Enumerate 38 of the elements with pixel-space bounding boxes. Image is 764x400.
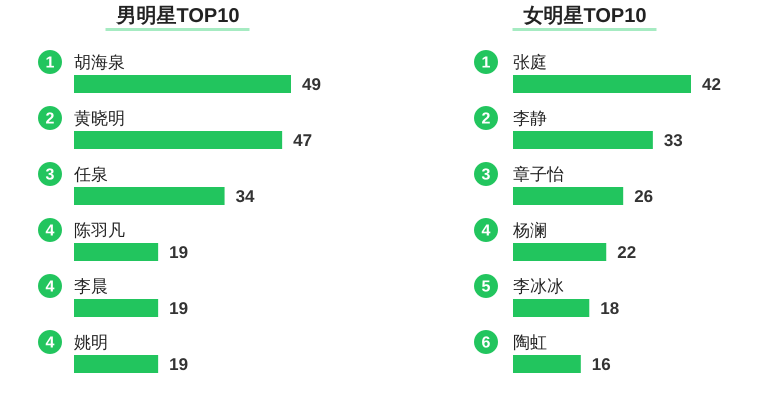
data-label: 22 <box>617 243 636 262</box>
category-label: 陈羽凡 <box>74 221 125 240</box>
data-label: 19 <box>169 299 188 318</box>
category-label: 李晨 <box>74 277 108 296</box>
data-label: 47 <box>293 131 312 150</box>
rank-label: 3 <box>46 166 54 184</box>
category-label: 杨澜 <box>513 221 547 240</box>
data-label: 18 <box>600 299 620 318</box>
category-label: 任泉 <box>74 165 108 184</box>
rank-label: 3 <box>482 166 490 184</box>
title: 女明星TOP10 <box>524 5 646 27</box>
rank-label: 4 <box>482 222 490 240</box>
rank-label: 6 <box>482 334 490 352</box>
category-label: 陶虹 <box>513 333 547 352</box>
rank-label: 4 <box>46 278 54 296</box>
data-label: 19 <box>169 243 188 262</box>
category-label: 姚明 <box>74 333 108 352</box>
data-label: 42 <box>702 75 721 94</box>
data-label: 49 <box>302 75 321 94</box>
category-label: 李冰冰 <box>513 277 564 296</box>
category-label: 黄晓明 <box>74 109 125 128</box>
rank-label: 1 <box>46 54 54 72</box>
rank-label: 5 <box>482 278 490 296</box>
rank-label: 1 <box>482 54 490 72</box>
data-label: 33 <box>664 131 683 150</box>
rank-label: 4 <box>46 334 54 352</box>
data-label: 16 <box>592 355 611 374</box>
data-label: 34 <box>236 187 254 206</box>
category-label: 胡海泉 <box>74 53 125 72</box>
category-label: 张庭 <box>513 53 547 72</box>
category-label: 李静 <box>513 109 547 128</box>
rank-label: 2 <box>46 110 54 128</box>
rank-label: 2 <box>482 110 490 128</box>
category-label: 章子怡 <box>513 165 564 184</box>
data-label: 26 <box>634 187 654 206</box>
data-label: 19 <box>169 355 188 374</box>
title: 男明星TOP10 <box>116 5 240 27</box>
rank-label: 4 <box>46 222 54 240</box>
